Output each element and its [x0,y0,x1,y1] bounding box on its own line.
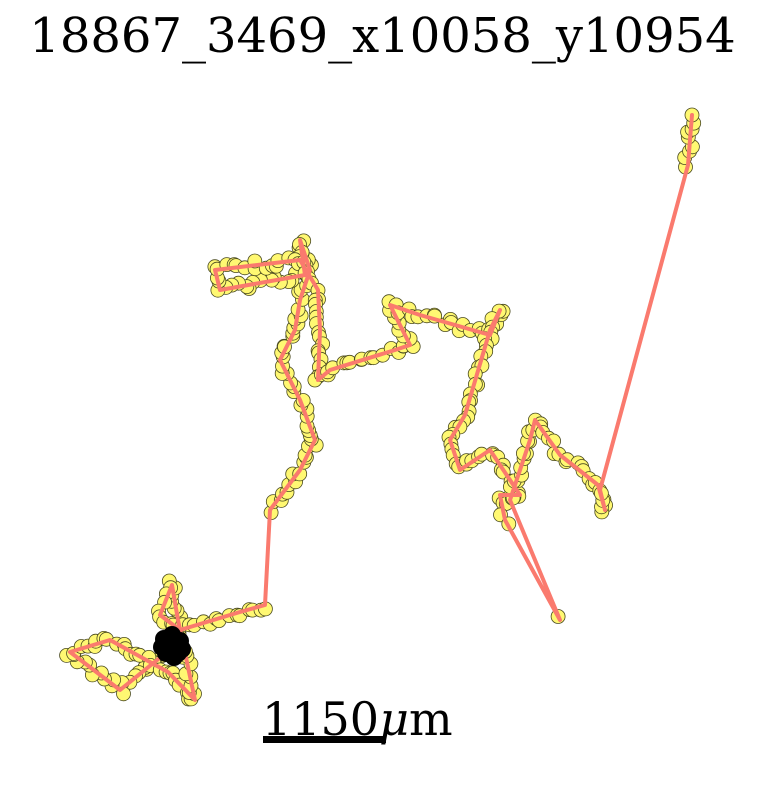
track-points [59,107,702,707]
scale-bar-unit-prefix: μ [379,692,409,746]
plot-title: 18867_3469_x10058_y10954 [29,8,736,64]
scale-bar-unit: m [408,692,453,746]
scale-bar-value: 1150 [262,692,380,746]
scale-bar-label: 1150μm [262,692,453,746]
track-start-marker [153,626,191,666]
start-marker-5 [163,626,181,644]
start-marker-8 [165,648,183,666]
start-marker-6 [153,638,171,656]
scale-bar [263,736,386,743]
